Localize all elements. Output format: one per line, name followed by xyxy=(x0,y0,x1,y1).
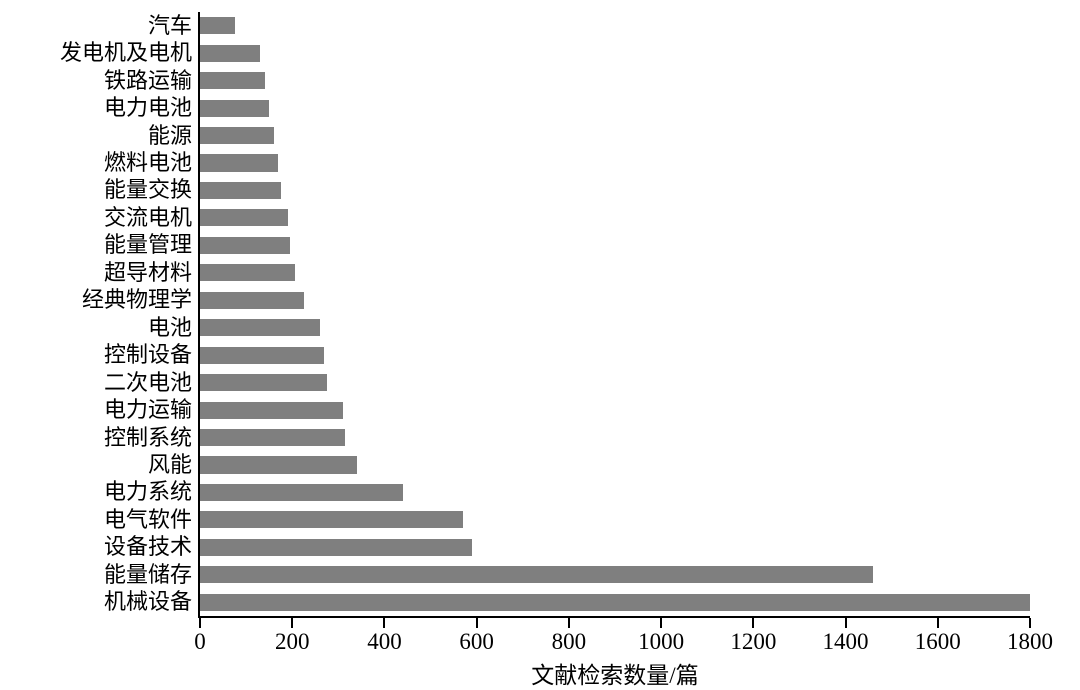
bar xyxy=(200,292,304,309)
x-tick-label: 1200 xyxy=(730,630,776,653)
bar-row: 燃料电池 xyxy=(200,154,1030,171)
x-tick-label: 1600 xyxy=(915,630,961,653)
y-tick-label: 电力系统 xyxy=(104,481,200,503)
x-tick-mark xyxy=(291,618,293,628)
bar-row: 机械设备 xyxy=(200,594,1030,611)
bar xyxy=(200,566,873,583)
bar-row: 控制系统 xyxy=(200,429,1030,446)
x-tick-label: 1000 xyxy=(638,630,684,653)
x-tick-label: 0 xyxy=(194,630,206,653)
x-tick-mark xyxy=(660,618,662,628)
y-tick-label: 电力运输 xyxy=(104,399,200,421)
bar-row: 电力系统 xyxy=(200,484,1030,501)
bar-row: 经典物理学 xyxy=(200,292,1030,309)
bar xyxy=(200,402,343,419)
y-tick-label: 机械设备 xyxy=(104,591,200,613)
x-axis-title: 文献检索数量/篇 xyxy=(531,656,698,690)
x-tick-mark xyxy=(199,618,201,628)
x-tick-label: 1400 xyxy=(823,630,869,653)
bar xyxy=(200,264,295,281)
y-tick-label: 能量交换 xyxy=(104,179,200,201)
bar xyxy=(200,154,278,171)
bar-row: 能量管理 xyxy=(200,237,1030,254)
bar xyxy=(200,319,320,336)
y-tick-label: 能源 xyxy=(148,125,200,147)
x-tick-mark xyxy=(383,618,385,628)
bar-row: 交流电机 xyxy=(200,209,1030,226)
x-tick-mark xyxy=(937,618,939,628)
bar-row: 电池 xyxy=(200,319,1030,336)
bar xyxy=(200,429,345,446)
bar xyxy=(200,374,327,391)
bar-row: 控制设备 xyxy=(200,347,1030,364)
bar-row: 设备技术 xyxy=(200,539,1030,556)
y-tick-label: 超导材料 xyxy=(104,262,200,284)
bar-row: 汽车 xyxy=(200,17,1030,34)
bar xyxy=(200,347,324,364)
bar-row: 发电机及电机 xyxy=(200,45,1030,62)
bar-row: 风能 xyxy=(200,456,1030,473)
bar xyxy=(200,182,281,199)
bar xyxy=(200,456,357,473)
y-tick-label: 电池 xyxy=(148,317,200,339)
x-tick-mark xyxy=(845,618,847,628)
chart-container: 汽车发电机及电机铁路运输电力电池能源燃料电池能量交换交流电机能量管理超导材料经典… xyxy=(0,0,1080,690)
y-tick-label: 电力电池 xyxy=(104,97,200,119)
y-tick-label: 风能 xyxy=(148,454,200,476)
x-tick-mark xyxy=(752,618,754,628)
x-tick-mark xyxy=(1029,618,1031,628)
x-tick-label: 800 xyxy=(552,630,587,653)
y-tick-label: 交流电机 xyxy=(104,207,200,229)
bars-layer: 汽车发电机及电机铁路运输电力电池能源燃料电池能量交换交流电机能量管理超导材料经典… xyxy=(200,12,1030,616)
y-tick-label: 控制设备 xyxy=(104,344,200,366)
bar-row: 能源 xyxy=(200,127,1030,144)
y-tick-label: 汽车 xyxy=(148,15,200,37)
bar xyxy=(200,594,1030,611)
bar xyxy=(200,45,260,62)
y-tick-label: 控制系统 xyxy=(104,427,200,449)
x-tick-label: 400 xyxy=(367,630,402,653)
y-tick-label: 电气软件 xyxy=(104,509,200,531)
bar-row: 超导材料 xyxy=(200,264,1030,281)
bar xyxy=(200,539,472,556)
y-tick-label: 能量储存 xyxy=(104,564,200,586)
bar xyxy=(200,127,274,144)
bar xyxy=(200,511,463,528)
plot-area: 汽车发电机及电机铁路运输电力电池能源燃料电池能量交换交流电机能量管理超导材料经典… xyxy=(198,12,1030,618)
x-tick-mark xyxy=(568,618,570,628)
y-tick-label: 燃料电池 xyxy=(104,152,200,174)
y-tick-label: 发电机及电机 xyxy=(60,42,200,64)
bar xyxy=(200,17,235,34)
bar xyxy=(200,237,290,254)
x-tick-label: 200 xyxy=(275,630,310,653)
x-tick-mark xyxy=(476,618,478,628)
bar-row: 电力运输 xyxy=(200,402,1030,419)
bar xyxy=(200,100,269,117)
bar-row: 二次电池 xyxy=(200,374,1030,391)
bar-row: 电力电池 xyxy=(200,100,1030,117)
y-tick-label: 经典物理学 xyxy=(82,289,200,311)
y-tick-label: 能量管理 xyxy=(104,234,200,256)
y-tick-label: 设备技术 xyxy=(104,536,200,558)
y-tick-label: 铁路运输 xyxy=(104,70,200,92)
bar-row: 能量储存 xyxy=(200,566,1030,583)
bar xyxy=(200,72,265,89)
bar-row: 铁路运输 xyxy=(200,72,1030,89)
bar-row: 电气软件 xyxy=(200,511,1030,528)
x-tick-label: 1800 xyxy=(1007,630,1053,653)
y-tick-label: 二次电池 xyxy=(104,372,200,394)
bar-row: 能量交换 xyxy=(200,182,1030,199)
bar xyxy=(200,484,403,501)
bar xyxy=(200,209,288,226)
x-tick-label: 600 xyxy=(459,630,494,653)
